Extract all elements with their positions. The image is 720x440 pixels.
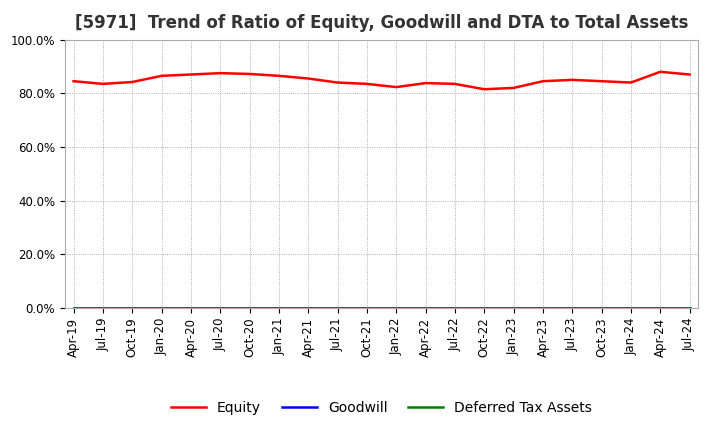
Goodwill xyxy=(333,305,342,311)
Title: [5971]  Trend of Ratio of Equity, Goodwill and DTA to Total Assets: [5971] Trend of Ratio of Equity, Goodwil… xyxy=(75,15,688,33)
Equity xyxy=(656,69,665,74)
Deferred Tax Assets xyxy=(421,305,430,311)
Equity xyxy=(392,84,400,90)
Goodwill xyxy=(539,305,547,311)
Goodwill xyxy=(392,305,400,311)
Equity xyxy=(421,81,430,86)
Deferred Tax Assets xyxy=(304,305,312,311)
Goodwill xyxy=(626,305,635,311)
Goodwill xyxy=(216,305,225,311)
Deferred Tax Assets xyxy=(157,305,166,311)
Equity xyxy=(539,79,547,84)
Equity xyxy=(128,79,137,84)
Equity xyxy=(99,81,107,87)
Deferred Tax Assets xyxy=(451,305,459,311)
Equity xyxy=(509,85,518,91)
Goodwill xyxy=(128,305,137,311)
Deferred Tax Assets xyxy=(333,305,342,311)
Goodwill xyxy=(480,305,489,311)
Equity xyxy=(451,81,459,87)
Equity xyxy=(363,81,372,87)
Equity xyxy=(333,80,342,85)
Line: Equity: Equity xyxy=(73,72,690,89)
Deferred Tax Assets xyxy=(598,305,606,311)
Deferred Tax Assets xyxy=(99,305,107,311)
Equity xyxy=(274,73,283,78)
Deferred Tax Assets xyxy=(568,305,577,311)
Deferred Tax Assets xyxy=(509,305,518,311)
Equity xyxy=(69,79,78,84)
Goodwill xyxy=(246,305,254,311)
Deferred Tax Assets xyxy=(685,305,694,311)
Equity xyxy=(685,72,694,77)
Deferred Tax Assets xyxy=(626,305,635,311)
Deferred Tax Assets xyxy=(363,305,372,311)
Equity xyxy=(246,71,254,77)
Equity xyxy=(216,70,225,76)
Deferred Tax Assets xyxy=(216,305,225,311)
Legend: Equity, Goodwill, Deferred Tax Assets: Equity, Goodwill, Deferred Tax Assets xyxy=(166,396,598,421)
Deferred Tax Assets xyxy=(246,305,254,311)
Goodwill xyxy=(656,305,665,311)
Goodwill xyxy=(363,305,372,311)
Equity xyxy=(568,77,577,82)
Goodwill xyxy=(509,305,518,311)
Goodwill xyxy=(99,305,107,311)
Deferred Tax Assets xyxy=(480,305,489,311)
Deferred Tax Assets xyxy=(69,305,78,311)
Equity xyxy=(304,76,312,81)
Goodwill xyxy=(157,305,166,311)
Goodwill xyxy=(685,305,694,311)
Goodwill xyxy=(304,305,312,311)
Equity xyxy=(598,79,606,84)
Deferred Tax Assets xyxy=(656,305,665,311)
Deferred Tax Assets xyxy=(539,305,547,311)
Deferred Tax Assets xyxy=(274,305,283,311)
Goodwill xyxy=(421,305,430,311)
Goodwill xyxy=(69,305,78,311)
Equity xyxy=(480,87,489,92)
Goodwill xyxy=(568,305,577,311)
Goodwill xyxy=(274,305,283,311)
Goodwill xyxy=(186,305,195,311)
Deferred Tax Assets xyxy=(186,305,195,311)
Equity xyxy=(626,80,635,85)
Deferred Tax Assets xyxy=(392,305,400,311)
Equity xyxy=(186,72,195,77)
Goodwill xyxy=(598,305,606,311)
Equity xyxy=(157,73,166,78)
Goodwill xyxy=(451,305,459,311)
Deferred Tax Assets xyxy=(128,305,137,311)
